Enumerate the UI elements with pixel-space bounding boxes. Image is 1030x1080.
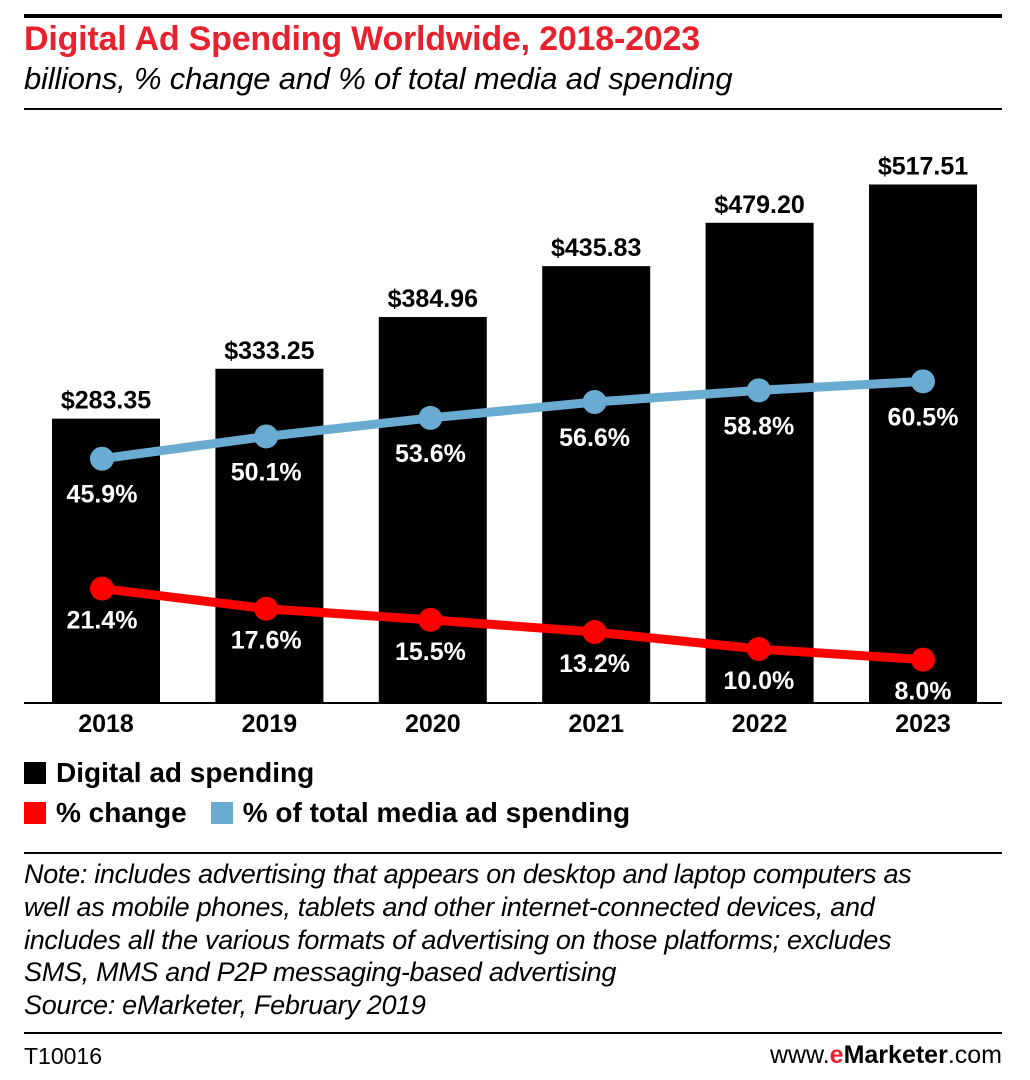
bar-value-label-2019: $333.25: [224, 337, 314, 365]
percent-change-value-label-2021: 13.2%: [559, 650, 630, 678]
bar-2022: [705, 222, 814, 703]
bar-2019: [215, 368, 324, 702]
bar-value-label-2021: $435.83: [551, 234, 641, 262]
share-of-total-point-2019: [254, 424, 279, 449]
legend-swatch-percent-change: [24, 802, 46, 824]
share-of-total-point-2023: [911, 369, 935, 394]
percent-change-point-2020: [418, 607, 443, 632]
x-tick-label-2019: 2019: [242, 710, 298, 738]
legend-item-digital-ad-spending: Digital ad spending: [24, 757, 314, 789]
labels-layer: $283.35 $333.25 $384.96 $435.83 $479.20 $517.…: [61, 152, 968, 738]
share-of-total-value-label-2018: 45.9%: [67, 481, 138, 509]
share-of-total-value-label-2020: 53.6%: [395, 440, 466, 468]
chart-note: Note: includes advertising that appears …: [24, 858, 1009, 1022]
site-suffix: .com: [947, 1041, 1002, 1069]
percent-change-value-label-2020: 15.5%: [395, 638, 466, 666]
site-url[interactable]: www.eMarketer.com: [770, 1041, 1002, 1070]
bar-2023: [869, 184, 977, 703]
source-line: Source: eMarketer, February 2019: [24, 990, 426, 1021]
legend-row-2: % change % of total media ad spending: [24, 797, 654, 829]
share-of-total-point-2021: [582, 390, 607, 415]
note-line: well as mobile phones, tablets and other…: [24, 891, 875, 922]
chart-id: T10016: [24, 1043, 103, 1069]
percent-change-line: [97, 584, 928, 665]
combo-chart: $283.35 $333.25 $384.96 $435.83 $479.20 $517.…: [24, 152, 1002, 738]
footer-rule: [24, 1032, 1002, 1034]
legend-swatch-percent-total-media: [210, 802, 233, 824]
x-tick-label-2023: 2023: [895, 710, 951, 738]
share-of-total-value-label-2022: 58.8%: [723, 412, 794, 440]
note-line: includes all the various formats of adve…: [24, 924, 892, 955]
x-tick-label-2018: 2018: [78, 710, 134, 738]
percent-change-value-label-2018: 21.4%: [67, 607, 138, 635]
legend-swatch-digital-ad-spending: [24, 762, 46, 784]
bar-value-label-2022: $479.20: [714, 191, 804, 219]
site-brand-e: e: [829, 1041, 844, 1069]
percent-change-point-2021: [582, 620, 607, 645]
legend-item-percent-change: % change: [24, 797, 187, 829]
legend-row-1: Digital ad spending: [24, 757, 338, 789]
share-of-total-point-2020: [418, 405, 443, 430]
legend-label-percent-change: % change: [56, 797, 187, 828]
legend-label-digital-ad-spending: Digital ad spending: [56, 757, 315, 788]
lines-layer: [90, 369, 935, 672]
note-rule: [24, 852, 1002, 854]
bar-value-label-2023: $517.51: [878, 152, 968, 180]
top-rule: [24, 14, 1002, 18]
percent-change-point-2018: [90, 576, 114, 601]
percent-change-value-label-2023: 8.0%: [895, 678, 952, 706]
bar-value-label-2018: $283.35: [61, 387, 151, 415]
note-line: SMS, MMS and P2P messaging-based adverti…: [24, 957, 617, 988]
x-tick-label-2020: 2020: [405, 710, 461, 738]
share-of-total-value-label-2021: 56.6%: [559, 424, 630, 452]
share-of-total-point-2018: [90, 446, 114, 471]
share-of-total-point-2022: [746, 378, 771, 403]
percent-change-value-label-2022: 10.0%: [723, 667, 794, 695]
percent-change-point-2022: [746, 637, 771, 661]
note-line: Note: includes advertising that appears …: [24, 859, 912, 889]
legend-label-percent-total-media: % of total media ad spending: [242, 797, 631, 828]
subtitle-rule: [24, 108, 1002, 110]
chart-subtitle: billions, % change and % of total media …: [24, 61, 733, 96]
x-tick-label-2022: 2022: [732, 710, 788, 738]
legend-item-percent-total-media: % of total media ad spending: [210, 797, 631, 829]
x-tick-label-2021: 2021: [568, 710, 624, 738]
percent-change-point-2023: [911, 647, 935, 672]
bar-2020: [378, 317, 487, 702]
share-of-total-value-label-2023: 60.5%: [888, 403, 959, 431]
percent-change-point-2019: [254, 596, 279, 621]
bar-value-label-2020: $384.96: [388, 285, 478, 313]
site-prefix: www.: [769, 1041, 830, 1069]
percent-change-value-label-2019: 17.6%: [231, 627, 302, 655]
chart-title: Digital Ad Spending Worldwide, 2018-2023: [24, 20, 700, 58]
share-of-total-value-label-2019: 50.1%: [231, 458, 302, 486]
share-of-total-line: [97, 376, 928, 464]
site-brand-rest: Marketer: [843, 1041, 948, 1069]
